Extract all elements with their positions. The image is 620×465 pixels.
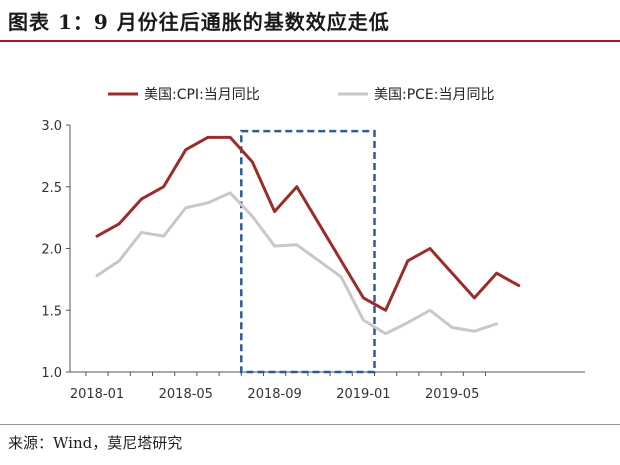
- y-tick-label: 2.5: [41, 181, 62, 196]
- x-tick-label: 2018-09: [247, 387, 301, 402]
- legend: 美国:CPI:当月同比 美国:PCE:当月同比: [108, 87, 495, 103]
- legend-label: 美国:CPI:当月同比: [144, 87, 260, 103]
- title-divider: [0, 40, 620, 42]
- chart-title: 图表 1：9 月份往后通胀的基数效应走低: [8, 10, 390, 34]
- axes: 1.0 1.5 2.0 2.5 3.0 2018-01 2018-05 2018-09 2019…: [41, 119, 585, 402]
- highlight-box: [240, 129, 376, 374]
- source-note: 来源：Wind，莫尼塔研究: [8, 434, 183, 452]
- legend-label: 美国:PCE:当月同比: [374, 87, 495, 103]
- y-tick-label: 3.0: [41, 119, 62, 134]
- source-divider: [0, 424, 620, 425]
- x-tick-label: 2019-01: [336, 387, 390, 402]
- x-tick-label: 2018-05: [159, 387, 213, 402]
- series-group: [95, 135, 521, 336]
- highlight-dashed-rect: [240, 129, 376, 374]
- x-tick-label: 2018-01: [70, 387, 124, 402]
- y-tick-label: 1.0: [41, 366, 62, 381]
- y-tick-label: 1.5: [41, 304, 62, 319]
- series-line: [95, 135, 521, 312]
- series-line: [95, 191, 499, 336]
- y-tick-label: 2.0: [41, 243, 62, 258]
- x-tick-label: 2019-05: [425, 387, 479, 402]
